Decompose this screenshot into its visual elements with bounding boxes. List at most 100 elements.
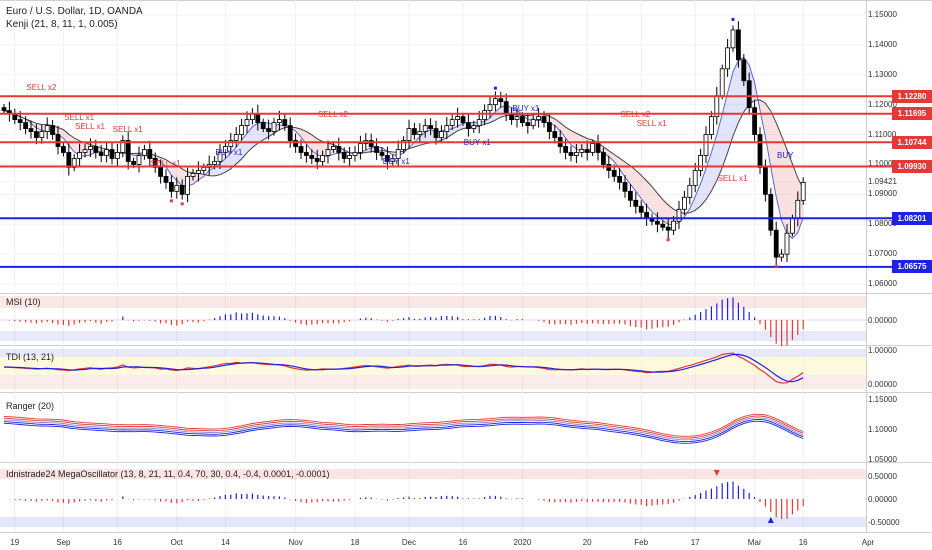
candle-body	[433, 128, 439, 138]
candle-body	[66, 152, 72, 168]
candle-body	[212, 161, 218, 165]
price-tick-label: 1.06000	[868, 279, 897, 289]
candle-body	[444, 125, 450, 132]
candle-body	[39, 131, 45, 138]
candle-body	[185, 175, 191, 195]
x-tick-label: Sep	[56, 538, 71, 547]
signal-label: BUY x1	[463, 138, 491, 147]
level-badge: 1.12280	[892, 89, 932, 103]
candle-body	[293, 140, 299, 147]
candle-body	[395, 149, 401, 159]
level-badge: 1.09930	[892, 160, 932, 174]
ma-band	[765, 103, 771, 167]
candle-body	[768, 193, 774, 231]
candle-body	[536, 116, 541, 121]
msi-axis-label: 0.00000	[868, 316, 897, 325]
price-tick-label: 1.07000	[868, 249, 897, 259]
msi-title: MSI (10)	[6, 297, 41, 307]
candle-body	[82, 149, 88, 153]
candle-body	[790, 217, 795, 234]
candle-body	[88, 146, 93, 150]
candle-body	[590, 143, 595, 153]
x-tick-label: 17	[690, 538, 700, 547]
sell-triangle	[713, 470, 720, 476]
candle-body	[309, 155, 315, 159]
candle-body	[379, 152, 385, 156]
msi-zone-lower	[0, 331, 866, 341]
candle-body	[174, 184, 180, 192]
tdi-title: TDI (13, 21)	[6, 352, 55, 362]
ma-band	[571, 130, 577, 149]
candle-body	[784, 232, 790, 255]
candle-body	[428, 125, 434, 129]
candle-body	[98, 152, 104, 156]
candle-body	[282, 119, 288, 126]
price-tick-label: 1.12000	[868, 99, 897, 109]
candle-body	[541, 116, 547, 123]
candle-body	[55, 134, 61, 147]
candle-body	[487, 104, 493, 112]
candle-body	[325, 149, 331, 156]
candle-body	[352, 152, 358, 156]
price-tick-label: 1.09421	[868, 176, 897, 186]
candle-body	[417, 131, 423, 135]
candle-body	[201, 167, 207, 171]
x-tick-label: 19	[10, 538, 20, 547]
ma-band	[635, 170, 642, 199]
ma-band	[36, 123, 42, 131]
buy-triangle	[767, 517, 774, 523]
ma-band	[646, 180, 652, 212]
ma-band	[662, 199, 669, 225]
tdi-zone-lower	[0, 375, 866, 389]
candle-body	[368, 140, 374, 147]
ranger-band-line	[3, 417, 804, 441]
x-tick-label: Mar	[747, 538, 762, 547]
level-badge: 1.08201	[892, 211, 932, 225]
candle-body	[525, 122, 531, 126]
candle-body	[725, 47, 730, 70]
ma-band	[247, 126, 253, 153]
candle-body	[411, 128, 417, 135]
signal-label: SELL x1	[64, 112, 95, 122]
signal-label: BUY x1	[382, 157, 410, 167]
ma-band	[198, 173, 204, 180]
price-tick-label: 1.09000	[868, 189, 897, 199]
ma-band	[733, 60, 739, 137]
candle-body	[611, 170, 617, 177]
candle-body	[660, 223, 666, 228]
candle-body	[298, 146, 304, 153]
candle-body	[703, 134, 709, 156]
candle-body	[217, 152, 223, 162]
candle-body	[730, 29, 736, 49]
candle-body	[341, 152, 347, 159]
candle-body	[476, 119, 482, 126]
candle-body	[374, 146, 380, 153]
price-tick-label: 1.11000	[868, 129, 897, 139]
candle-body	[682, 196, 687, 210]
candle-body	[584, 149, 590, 153]
ma-band	[306, 131, 312, 151]
tdi-slow-line	[3, 353, 804, 383]
candle-body	[314, 158, 320, 162]
ma-band	[160, 157, 166, 167]
candle-body	[671, 220, 676, 231]
ma-band	[722, 92, 728, 168]
ma-band	[603, 146, 609, 157]
ma-band	[630, 165, 636, 192]
candle-body	[574, 152, 579, 156]
high-marker	[493, 86, 497, 90]
candle-body	[330, 146, 336, 150]
ma-band	[425, 129, 431, 144]
low-marker	[169, 199, 173, 203]
mega-axis-label: -0.50000	[868, 518, 900, 527]
msi-zone-upper	[0, 296, 866, 308]
candle-body	[50, 125, 55, 135]
candle-body	[665, 226, 671, 231]
candle-body	[93, 146, 99, 153]
candle-body	[422, 125, 428, 132]
x-tick-label: Oct	[170, 538, 184, 547]
ranger-axis-label: 1.05000	[868, 455, 897, 464]
tdi-axis-label: 0.00000	[868, 380, 897, 389]
x-tick-label: 20	[582, 538, 592, 547]
